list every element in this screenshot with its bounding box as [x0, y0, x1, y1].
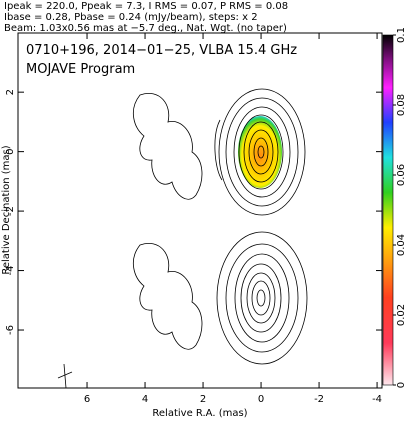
y-axis-label: Relative Decination (mas): [1, 145, 12, 274]
x-tick-label: 4: [142, 394, 148, 405]
y-tick-label: -2: [5, 206, 16, 216]
y-tick-label: -6: [5, 325, 16, 335]
header-line: Ipeak = 220.0, Ppeak = 7.3, I RMS = 0.07…: [4, 1, 288, 12]
colorbar-tick-label: 0.1: [396, 27, 407, 43]
colorbar-tick-label: 0.04: [396, 234, 407, 256]
x-tick-label: 6: [84, 394, 90, 405]
annotation: 0710+196, 2014−01−25, VLBA 15.4 GHz: [26, 43, 297, 58]
contours: [57, 88, 308, 389]
x-tick-label: 2: [200, 394, 206, 405]
annotation: MOJAVE Program: [26, 62, 135, 77]
colorbar-tick-label: 0.08: [396, 94, 407, 116]
colorbar-tick-label: 0: [396, 382, 407, 388]
colorbar: [382, 34, 394, 386]
polarization-fill: [238, 116, 282, 188]
plot-frame: [17, 32, 383, 389]
y-tick-label: -4: [5, 266, 16, 276]
x-axis-label: Relative R.A. (mas): [152, 408, 247, 419]
y-tick-label: 2: [5, 89, 16, 95]
x-tick-label: -4: [372, 394, 382, 405]
x-tick-label: -2: [314, 394, 324, 405]
y-tick-label: 0: [5, 148, 16, 154]
colorbar-tick-label: 0.06: [396, 164, 407, 186]
x-tick-label: 0: [258, 394, 264, 405]
colorbar-tick-label: 0.02: [396, 304, 407, 326]
header-line: Beam: 1.03x0.56 mas at −5.7 deg., Nat. W…: [4, 23, 287, 34]
header-line: Ibase = 0.28, Pbase = 0.24 (mJy/beam), s…: [4, 12, 258, 23]
